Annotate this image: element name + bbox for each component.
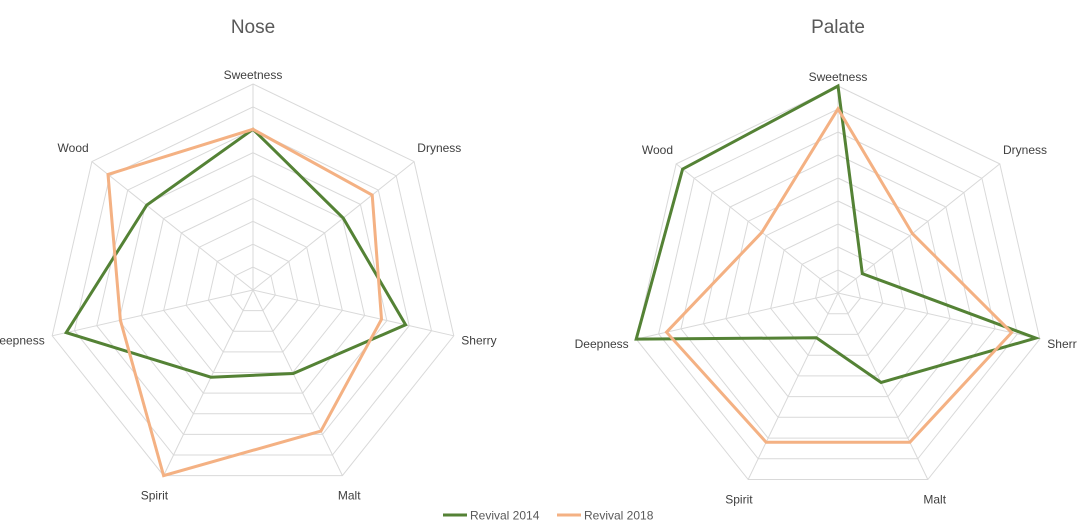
axis-spoke [837,292,929,480]
category-label-sweetness: Sweetness [224,68,283,82]
category-label-wood: Wood [642,143,673,157]
grid-ring [230,266,276,312]
grid-ring [140,175,366,394]
axis-spoke [252,289,343,476]
grid-ring [815,269,861,315]
radar-grid [51,83,455,477]
axis-spoke [252,289,454,337]
category-label-spirit: Spirit [141,488,169,502]
grid-ring [163,197,343,373]
series-revival-2018 [664,105,1014,444]
category-label-sherry: Sherry [461,334,496,348]
category-label-malt: Malt [338,488,361,502]
category-label-dryness: Dryness [417,141,461,155]
category-label-dryness: Dryness [1003,143,1047,157]
category-label-wood: Wood [58,141,89,155]
grid-ring [118,152,388,415]
category-label-deepness: Deepness [0,334,45,348]
chart-title: Palate [811,17,865,38]
grid-ring [185,220,321,353]
legend-label-revival-2018: Revival 2018 [584,509,654,523]
grid-ring [658,108,1018,460]
series-revival-2018 [106,127,384,478]
grid-ring [73,106,433,456]
axis-spoke [163,289,254,476]
series-revival-2014 [63,127,408,379]
radar-grid [635,85,1041,480]
grid-ring [770,223,906,356]
category-label-deepness: Deepness [575,337,629,351]
axis-spoke [837,163,1001,294]
grid-ring [207,243,299,332]
category-label-malt: Malt [923,492,946,506]
series-revival-2014 [634,83,1041,385]
grid-ring [792,246,884,335]
axis-spoke [837,292,1040,340]
grid-ring [51,83,455,477]
axis-spoke [675,163,839,294]
nose-radar-chart: Nose Sweetness Dryness Sherry Malt Spirit Dee… [0,17,497,502]
grid-ring [725,177,951,398]
legend: Revival 2014 Revival 2018 [443,509,654,523]
axis-spoke [636,292,839,340]
grid-ring [96,129,410,435]
axis-spoke [747,292,839,480]
chart-title: Nose [231,17,275,38]
axis-spoke [52,289,254,337]
category-label-sherry: Sherry [1047,337,1077,351]
axis-spoke [252,161,415,291]
category-label-spirit: Spirit [725,492,753,506]
grid-ring [747,200,929,377]
grid-ring [680,131,996,439]
axis-spoke [91,161,254,291]
legend-label-revival-2014: Revival 2014 [470,509,540,523]
palate-radar-chart: Palate Sweetness Dryness Sherry Malt Spirit D… [575,17,1077,506]
grid-ring [635,85,1041,480]
category-label-sweetness: Sweetness [809,70,868,84]
grid-ring [702,154,974,418]
